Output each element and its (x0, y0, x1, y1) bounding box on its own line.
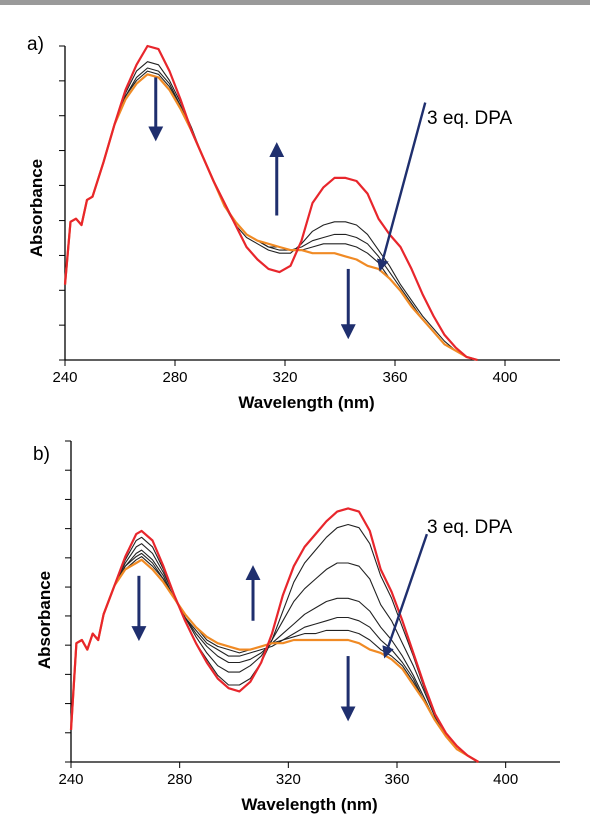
top-rule (0, 0, 590, 5)
series-line-intermediate-3 (64, 70, 478, 361)
series-line-initial-0 (69, 507, 480, 763)
series-line-intermediate-3 (70, 549, 479, 763)
annotation-label: 3 eq. DPA (427, 517, 513, 538)
annotation-label: 3 eq. DPA (427, 108, 513, 129)
x-tick-label: 240 (52, 369, 77, 386)
chart-panel-a: 240 280 320 360 400 Wavelength (nm) Absorbance… (27, 34, 560, 412)
annotation-arrow (382, 533, 429, 659)
series-line-intermediate-1 (64, 61, 478, 361)
x-tick-label: 400 (493, 771, 518, 788)
x-tick-label: 360 (382, 369, 407, 386)
annotation-arrow (377, 102, 427, 272)
panel-label: b) (33, 444, 50, 465)
x-tick-label: 320 (272, 369, 297, 386)
x-axis-title: Wavelength (nm) (238, 393, 374, 412)
chart-panel-b: 240 280 320 360 400 Wavelength (nm) Absorbance… (33, 440, 560, 814)
x-axis-title: Wavelength (nm) (241, 795, 377, 814)
y-axis-title: Absorbance (27, 159, 46, 257)
series-line-final-6 (69, 558, 480, 763)
series-line-final-4 (63, 73, 478, 362)
series-line-intermediate-2 (70, 543, 479, 763)
x-tick-label: 280 (162, 369, 187, 386)
x-tick-label: 360 (384, 771, 409, 788)
series-line-intermediate-4 (70, 552, 479, 763)
x-tick-label: 400 (492, 369, 517, 386)
x-tick-label: 280 (167, 771, 192, 788)
series-line-intermediate-5 (70, 556, 479, 763)
x-tick-label: 320 (276, 771, 301, 788)
x-tick-label: 240 (58, 771, 83, 788)
series-line-initial-0 (63, 44, 478, 362)
y-axis-title: Absorbance (35, 571, 54, 669)
panel-label: a) (27, 34, 44, 55)
series-line-intermediate-2 (64, 67, 478, 361)
